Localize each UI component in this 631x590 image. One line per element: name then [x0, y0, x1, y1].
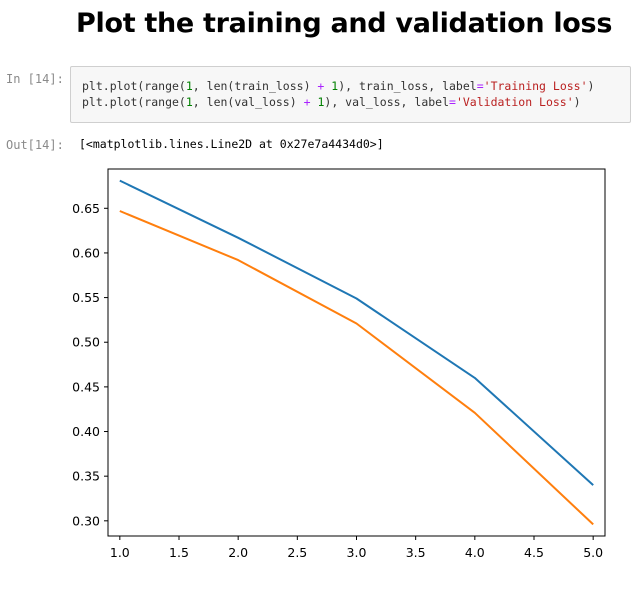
code-token: ), val_loss, label [324, 95, 450, 109]
x-tick-label: 5.0 [583, 545, 603, 560]
markdown-heading: Plot the training and validation loss [76, 8, 613, 39]
input-prompt: In [14]: [6, 72, 64, 86]
code-operator: = [476, 79, 484, 93]
code-token: ), train_loss, label [338, 79, 477, 93]
code-number: 1 [317, 95, 325, 109]
x-tick-label: 3.5 [406, 545, 426, 560]
y-tick-label: 0.40 [72, 424, 100, 439]
code-line-1: plt.plot(range(1, len(train_loss) + 1), … [82, 79, 594, 93]
x-tick-label: 4.5 [524, 545, 544, 560]
code-cell-input[interactable]: plt.plot(range(1, len(train_loss) + 1), … [70, 66, 631, 123]
x-tick-label: 4.0 [465, 545, 485, 560]
series-line-1 [119, 179, 594, 486]
series-line-2 [119, 210, 594, 526]
code-line-2: plt.plot(range(1, len(val_loss) + 1), va… [82, 95, 581, 109]
code-number: 1 [185, 95, 193, 109]
x-tick-label: 2.5 [287, 545, 307, 560]
axes-frame [107, 168, 606, 537]
code-token: ) [587, 79, 595, 93]
x-tick-label: 1.5 [169, 545, 189, 560]
y-tick-label: 0.30 [72, 513, 100, 528]
code-string: 'Validation Loss' [455, 95, 574, 109]
code-operator: + [303, 95, 311, 109]
y-tick-label: 0.50 [72, 335, 100, 350]
output-prompt: Out[14]: [6, 138, 64, 152]
output-text: [<matplotlib.lines.Line2D at 0x27e7a4434… [79, 137, 384, 151]
code-number: 1 [331, 79, 339, 93]
code-token: plt.plot(range( [82, 79, 186, 93]
code-string: 'Training Loss' [483, 79, 588, 93]
x-tick-label: 2.0 [228, 545, 248, 560]
y-tick-label: 0.55 [72, 290, 100, 305]
y-tick-label: 0.35 [72, 469, 100, 484]
code-token: ) [573, 95, 581, 109]
code-number: 1 [185, 79, 193, 93]
x-tick-label: 1.0 [110, 545, 130, 560]
y-tick-label: 0.45 [72, 379, 100, 394]
code-token: , len(val_loss) [192, 95, 304, 109]
x-tick-label: 3.0 [347, 545, 367, 560]
y-tick-label: 0.60 [72, 245, 100, 260]
line-chart: 1.0 1.5 2.0 2.5 3.0 3.5 4.0 4.5 5.0 0.30 0.35 0.40 0… [72, 168, 606, 560]
code-token: plt.plot(range( [82, 95, 186, 109]
code-token: , len(train_loss) [192, 79, 318, 93]
y-tick-label: 0.65 [72, 201, 100, 216]
code-operator: = [449, 95, 456, 109]
code-operator: + [317, 79, 325, 93]
